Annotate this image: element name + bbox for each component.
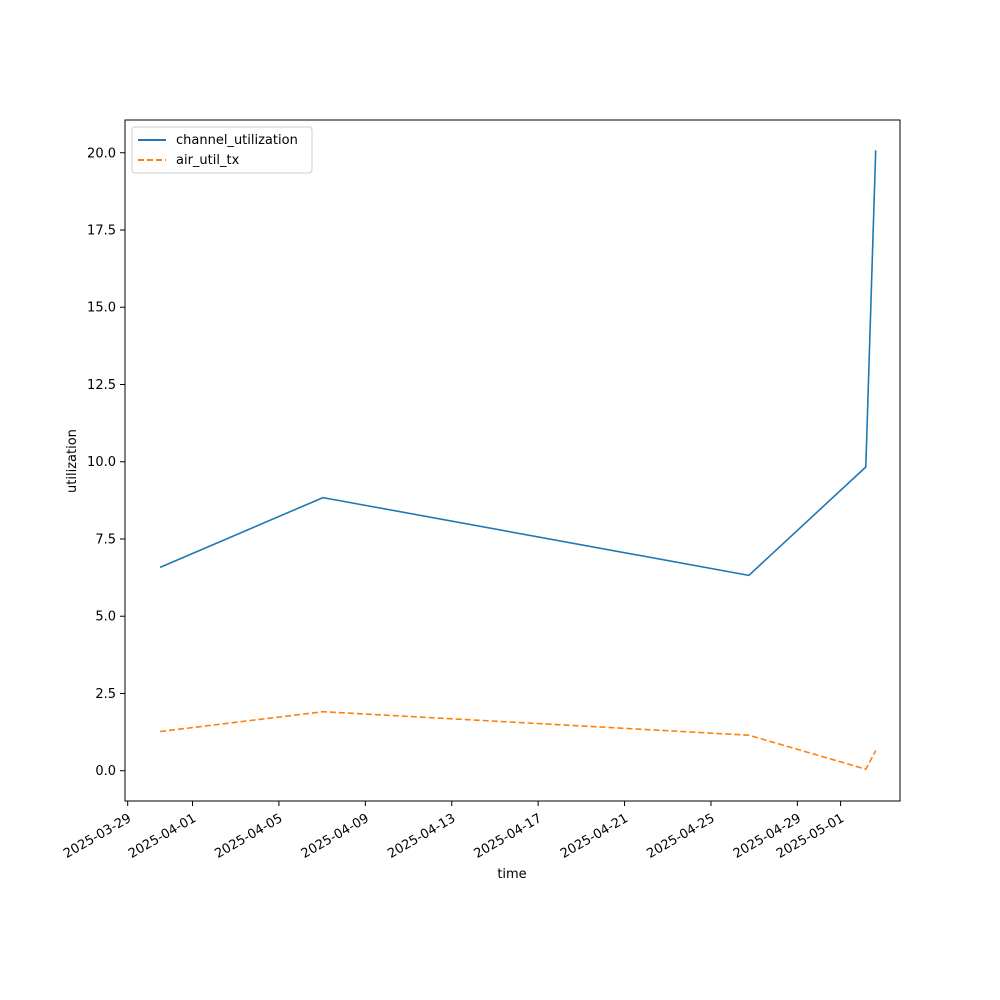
y-tick-label: 20.0 xyxy=(87,146,116,161)
y-tick-label: 15.0 xyxy=(87,301,116,316)
legend-box xyxy=(131,126,313,174)
y-tick-label: 5.0 xyxy=(95,610,116,625)
plot-frame xyxy=(124,119,901,802)
legend-label-channel-utilization: channel_utilization xyxy=(176,133,298,148)
y-tick-label: 7.5 xyxy=(95,532,116,547)
plot-area xyxy=(159,150,877,771)
y-axis: 0.0 2.5 5.0 7.5 10.0 12.5 15.0 17.5 20.0 xyxy=(87,146,125,779)
y-tick-label: 12.5 xyxy=(87,378,116,393)
y-tick-label: 0.0 xyxy=(95,764,116,779)
series-line-air-util-tx xyxy=(160,710,877,771)
legend: channel_utilization air_util_tx xyxy=(131,126,313,174)
y-tick-label: 17.5 xyxy=(87,223,116,238)
legend-label-air-util-tx: air_util_tx xyxy=(176,153,240,168)
x-axis-label: time xyxy=(497,867,526,882)
series-line-channel-utilization xyxy=(159,150,877,577)
y-axis-label: utilization xyxy=(65,429,80,493)
y-tick-label: 10.0 xyxy=(87,455,116,470)
y-tick-label: 2.5 xyxy=(95,687,116,702)
